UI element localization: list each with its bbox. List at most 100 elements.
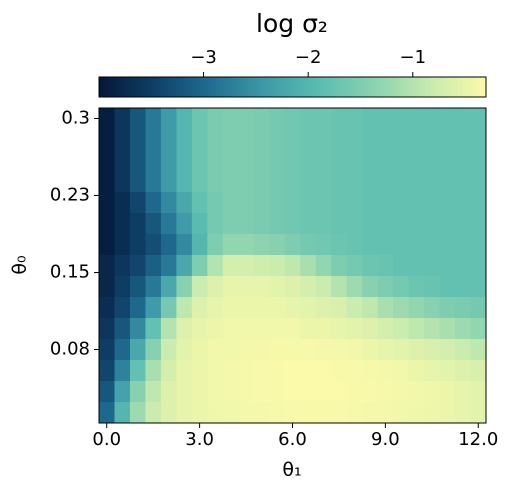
heatmap-cell — [207, 213, 224, 235]
heatmap-cell — [408, 234, 425, 256]
heatmap-cell — [470, 234, 486, 256]
heatmap-cell — [331, 192, 348, 214]
heatmap-cell — [439, 276, 456, 298]
x-tick-label: 6.0 — [278, 429, 307, 450]
heatmap-cell — [176, 150, 193, 172]
heatmap-cell — [207, 234, 224, 256]
y-axis-label: θ₀ — [9, 255, 31, 274]
heatmap-cell — [269, 381, 286, 403]
heatmap-cell — [99, 255, 115, 277]
heatmap-cell — [238, 108, 255, 130]
heatmap-cell — [362, 381, 379, 403]
heatmap-cell — [300, 402, 317, 423]
heatmap-cell — [99, 150, 115, 172]
heatmap-cell — [253, 108, 270, 130]
heatmap-cell — [145, 276, 162, 298]
heatmap-cell — [455, 360, 472, 382]
heatmap-cell — [346, 150, 363, 172]
heatmap-cell — [160, 360, 177, 382]
heatmap-cell — [284, 213, 301, 235]
heatmap-cell — [269, 129, 286, 151]
heatmap-cell — [377, 297, 394, 319]
heatmap-cell — [346, 255, 363, 277]
chart-title: log σ₂ — [256, 9, 328, 38]
heatmap-cell — [439, 360, 456, 382]
heatmap-cell — [207, 108, 224, 130]
heatmap-cell — [377, 318, 394, 340]
heatmap-cell — [315, 108, 332, 130]
heatmap-cell — [145, 150, 162, 172]
heatmap-cell — [191, 255, 208, 277]
heatmap-cell — [408, 297, 425, 319]
heatmap-cell — [207, 318, 224, 340]
heatmap-cell — [300, 318, 317, 340]
heatmap-cell — [160, 402, 177, 423]
heatmap-cell — [424, 318, 441, 340]
heatmap-cell — [238, 192, 255, 214]
heatmap-cell — [238, 339, 255, 361]
heatmap-cell — [99, 318, 115, 340]
heatmap-cell — [114, 318, 131, 340]
heatmap-cell — [408, 108, 425, 130]
heatmap-cell — [114, 255, 131, 277]
heatmap-cell — [393, 339, 410, 361]
heatmap-cell — [362, 318, 379, 340]
heatmap-cell — [300, 171, 317, 193]
heatmap-cell — [238, 276, 255, 298]
heatmap-cell — [222, 339, 239, 361]
heatmap-cell — [176, 297, 193, 319]
heatmap-cell — [377, 339, 394, 361]
heatmap-cell — [424, 402, 441, 423]
heatmap-cell — [455, 255, 472, 277]
heatmap-cell — [145, 297, 162, 319]
heatmap-cell — [207, 192, 224, 214]
heatmap-cell — [300, 381, 317, 403]
heatmap-cell — [424, 276, 441, 298]
heatmap-cell — [191, 150, 208, 172]
heatmap-cell — [99, 297, 115, 319]
heatmap-cell — [424, 381, 441, 403]
heatmap-cell — [145, 129, 162, 151]
heatmap-cell — [114, 108, 131, 130]
heatmap-cell — [408, 255, 425, 277]
heatmap-cell — [269, 192, 286, 214]
heatmap-cell — [315, 276, 332, 298]
heatmap-cell — [284, 402, 301, 423]
heatmap-cell — [253, 360, 270, 382]
heatmap-cell — [99, 381, 115, 403]
heatmap-cell — [114, 129, 131, 151]
heatmap-cell — [300, 360, 317, 382]
heatmap-cell — [176, 339, 193, 361]
heatmap-cell — [470, 255, 486, 277]
heatmap-cell — [238, 360, 255, 382]
heatmap-cell — [253, 129, 270, 151]
heatmap-cell — [424, 150, 441, 172]
heatmap-cell — [222, 192, 239, 214]
heatmap-cell — [315, 150, 332, 172]
heatmap-cell — [284, 339, 301, 361]
heatmap-cell — [145, 402, 162, 423]
heatmap-cell — [424, 129, 441, 151]
heatmap-cell — [439, 255, 456, 277]
heatmap-cell — [238, 381, 255, 403]
heatmap-cell — [424, 339, 441, 361]
heatmap-cell — [222, 213, 239, 235]
heatmap-cell — [207, 297, 224, 319]
heatmap-cell — [346, 318, 363, 340]
heatmap-cell — [145, 381, 162, 403]
heatmap-cell — [424, 213, 441, 235]
heatmap-cell — [424, 234, 441, 256]
heatmap-cell — [191, 276, 208, 298]
heatmap-cell — [129, 192, 146, 214]
heatmap-cell — [439, 318, 456, 340]
heatmap-cell — [129, 150, 146, 172]
heatmap-cell — [408, 402, 425, 423]
heatmap-cell — [377, 108, 394, 130]
heatmap-cell — [160, 129, 177, 151]
heatmap-cell — [269, 234, 286, 256]
heatmap-cell — [238, 255, 255, 277]
plot-area — [99, 108, 486, 423]
heatmap-cell — [222, 297, 239, 319]
heatmap-cell — [129, 402, 146, 423]
heatmap-cell — [269, 297, 286, 319]
